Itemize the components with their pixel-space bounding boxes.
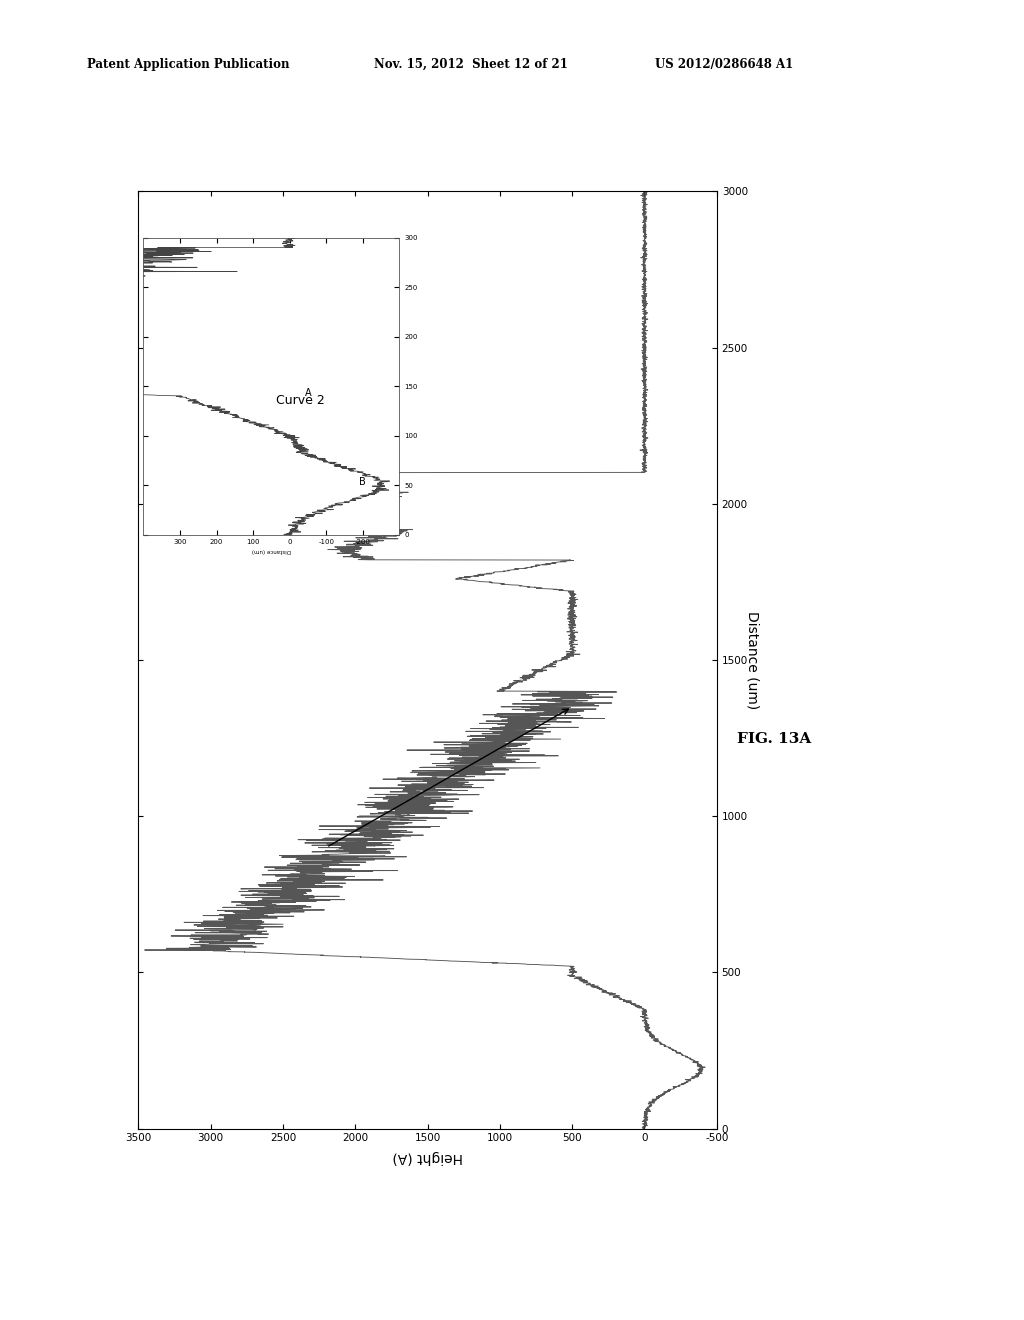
X-axis label: Height (A): Height (A) [392,1151,463,1164]
Text: B: B [359,477,367,487]
X-axis label: Distance (um): Distance (um) [252,548,291,553]
Y-axis label: Distance (um): Distance (um) [745,611,759,709]
Text: US 2012/0286648 A1: US 2012/0286648 A1 [655,58,794,71]
Text: FIG. 13A: FIG. 13A [737,733,812,746]
Text: A: A [304,388,311,399]
Text: Nov. 15, 2012  Sheet 12 of 21: Nov. 15, 2012 Sheet 12 of 21 [374,58,567,71]
Text: Curve 2: Curve 2 [276,395,326,408]
Text: Patent Application Publication: Patent Application Publication [87,58,290,71]
